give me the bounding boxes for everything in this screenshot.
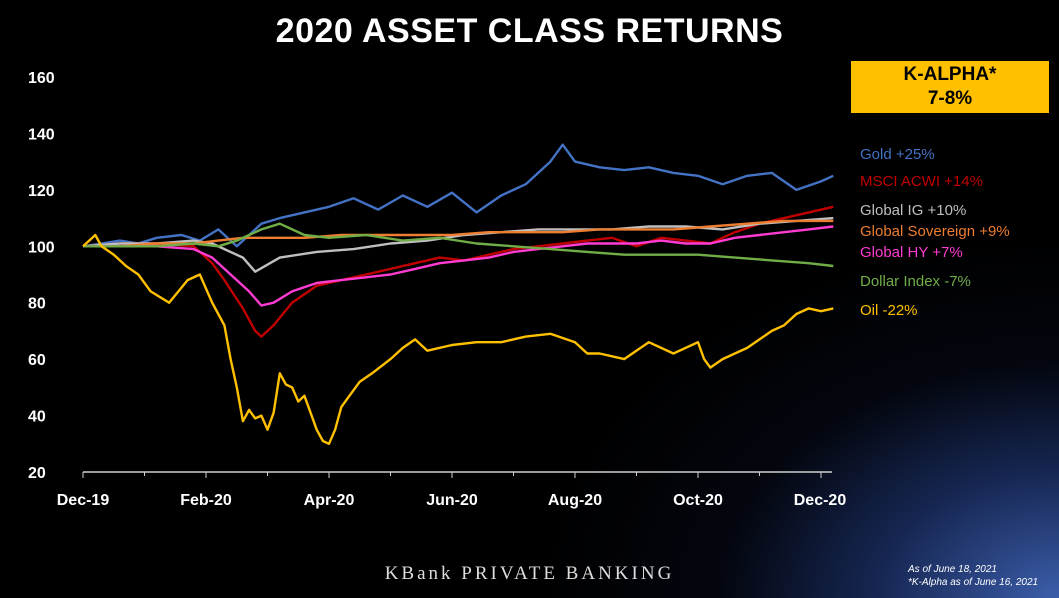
y-tick-label: 100: [28, 239, 55, 256]
y-tick-label: 40: [28, 409, 46, 426]
series-line: [83, 225, 834, 307]
series-lines: [82, 143, 834, 445]
series-line: [82, 143, 834, 248]
series-line: [83, 219, 834, 248]
legend-entry: MSCI ACWI +14%: [860, 173, 983, 190]
footer-note-date: As of June 18, 2021: [908, 564, 997, 575]
y-axis: 20 40 60 80 100 120 140 160: [28, 70, 55, 482]
legend-entry: Global HY +7%: [860, 244, 963, 261]
legend-entry: Global Sovereign +9%: [860, 223, 1010, 240]
footer-note-kalpha: *K-Alpha as of June 16, 2021: [908, 577, 1039, 588]
k-alpha-value: 7-8%: [927, 88, 973, 109]
x-tick-label: Dec-20: [794, 492, 847, 509]
y-tick-label: 160: [28, 70, 55, 87]
series-line: [82, 233, 834, 445]
x-tick-label: Apr-20: [304, 492, 355, 509]
y-tick-label: 140: [28, 126, 55, 143]
legend-entry: Gold +25%: [860, 146, 935, 163]
k-alpha-label: K-ALPHA*: [903, 64, 997, 85]
y-tick-label: 20: [28, 465, 46, 482]
legend-entry: Global IG +10%: [860, 202, 967, 219]
k-alpha-box: K-ALPHA* 7-8%: [851, 61, 1049, 113]
x-tick-label: Dec-19: [57, 492, 110, 509]
legend-entry: Dollar Index -7%: [860, 273, 971, 290]
series-line: [83, 222, 834, 268]
y-tick-label: 80: [28, 296, 46, 313]
brand-footer: KBank PRIVATE BANKING: [384, 563, 675, 584]
y-tick-label: 120: [28, 183, 55, 200]
chart-title: 2020 ASSET CLASS RETURNS: [275, 12, 784, 50]
x-tick-label: Jun-20: [426, 492, 478, 509]
y-tick-label: 60: [28, 352, 46, 369]
x-axis: Dec-19 Feb-20 Apr-20 Jun-20 Aug-20 Oct-20 Dec-…: [57, 471, 847, 509]
x-tick-label: Oct-20: [673, 492, 723, 509]
footer-note: As of June 18, 2021 *K-Alpha as of June …: [908, 563, 1038, 589]
x-tick-label: Feb-20: [180, 492, 232, 509]
legend-entry: Oil -22%: [860, 302, 918, 319]
x-tick-label: Aug-20: [548, 492, 602, 509]
